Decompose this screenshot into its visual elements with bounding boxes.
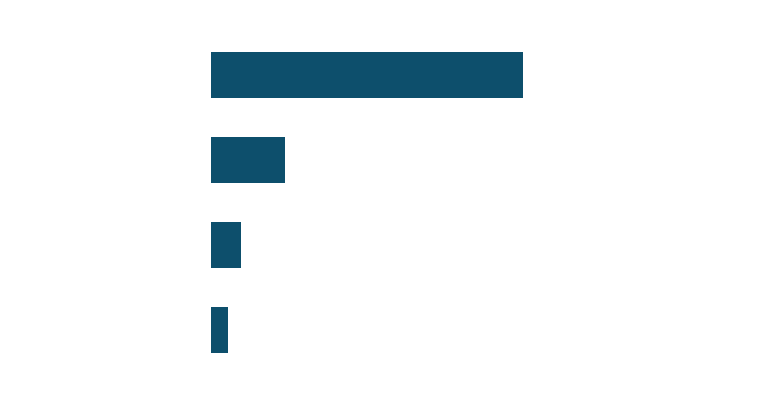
Bar	[211, 51, 523, 98]
Bar	[211, 307, 229, 354]
Bar	[211, 136, 285, 183]
Bar	[211, 222, 242, 269]
